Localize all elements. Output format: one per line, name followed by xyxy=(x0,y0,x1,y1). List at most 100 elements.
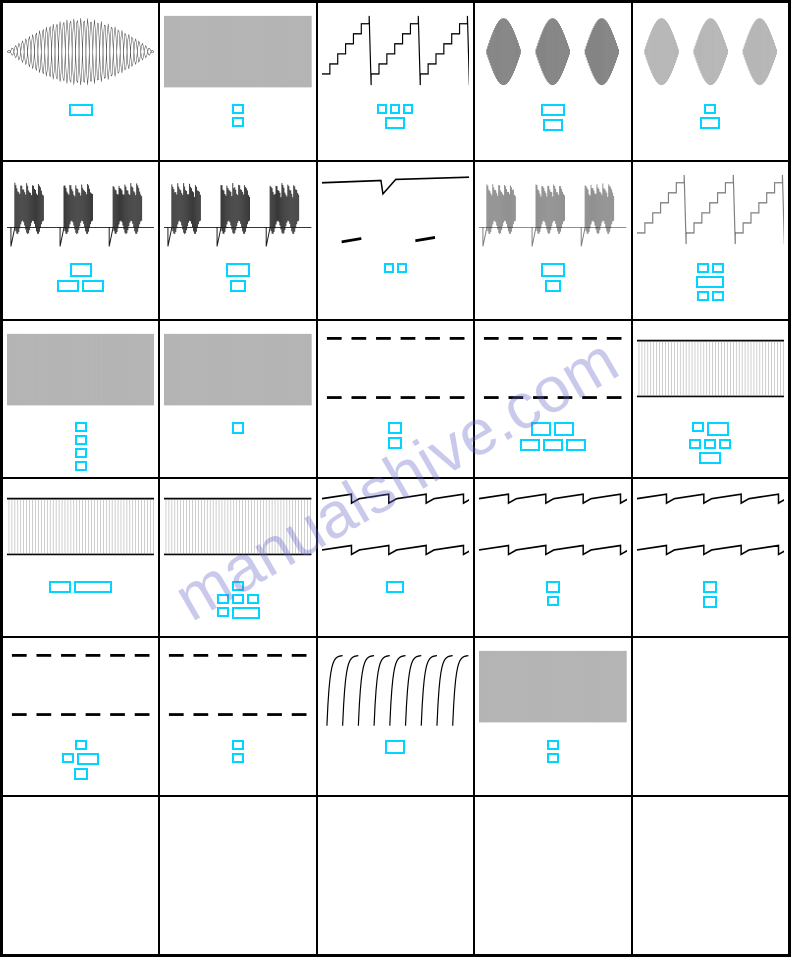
wave-area xyxy=(322,642,469,731)
box-row xyxy=(388,437,402,449)
box-row xyxy=(232,104,244,114)
box-area xyxy=(637,255,784,315)
waveform-svg xyxy=(479,483,626,572)
grid-cell xyxy=(474,796,631,955)
grid-cell xyxy=(632,2,789,161)
box-area xyxy=(479,890,626,950)
wave-area xyxy=(164,325,311,414)
selection-box xyxy=(566,439,586,451)
box-area xyxy=(637,890,784,950)
box-row xyxy=(75,448,87,458)
waveform-svg xyxy=(164,7,311,96)
box-row xyxy=(547,596,559,606)
wave-area xyxy=(637,801,784,890)
wave-area xyxy=(637,642,784,731)
box-area xyxy=(322,890,469,950)
box-row xyxy=(696,276,724,288)
grid-cell xyxy=(159,637,316,796)
waveform-svg xyxy=(164,483,311,572)
selection-box xyxy=(232,581,244,591)
selection-box xyxy=(704,104,716,114)
box-area xyxy=(479,732,626,792)
waveform-svg xyxy=(322,483,469,572)
selection-box xyxy=(545,280,561,292)
selection-box xyxy=(388,437,402,449)
box-area xyxy=(637,732,784,792)
grid-cell xyxy=(159,161,316,320)
box-area xyxy=(7,255,154,315)
selection-box xyxy=(247,594,259,604)
waveform-grid xyxy=(0,0,791,957)
selection-box xyxy=(543,119,563,131)
selection-box xyxy=(232,753,244,763)
wave-area xyxy=(7,483,154,572)
selection-box xyxy=(74,768,88,780)
selection-box xyxy=(74,581,112,593)
box-row xyxy=(49,581,112,593)
waveform-svg xyxy=(7,325,154,414)
box-row xyxy=(520,439,586,451)
grid-cell xyxy=(474,161,631,320)
selection-box xyxy=(712,263,724,273)
waveform-svg xyxy=(479,7,626,96)
wave-area xyxy=(322,325,469,414)
box-row xyxy=(697,263,724,273)
selection-box xyxy=(554,422,574,436)
selection-box xyxy=(397,263,407,273)
box-row xyxy=(385,740,405,754)
box-row xyxy=(692,422,729,436)
grid-cell xyxy=(317,161,474,320)
selection-box xyxy=(62,753,74,763)
wave-area xyxy=(7,7,154,96)
box-area xyxy=(322,96,469,156)
waveform-svg xyxy=(164,325,311,414)
waveform-svg xyxy=(322,166,469,255)
waveform-svg xyxy=(7,642,154,731)
grid-cell xyxy=(474,2,631,161)
wave-area xyxy=(479,642,626,731)
selection-box xyxy=(719,439,731,449)
waveform-svg xyxy=(637,325,784,414)
box-row xyxy=(531,422,574,436)
box-row xyxy=(232,422,244,434)
box-row xyxy=(699,452,721,464)
box-row xyxy=(388,422,402,434)
grid-cell xyxy=(2,320,159,479)
box-area xyxy=(322,255,469,315)
selection-box xyxy=(70,263,92,277)
box-area xyxy=(637,573,784,633)
wave-area xyxy=(7,642,154,731)
waveform-svg xyxy=(637,483,784,572)
box-area xyxy=(164,732,311,792)
wave-area xyxy=(479,801,626,890)
selection-box xyxy=(385,117,405,129)
grid-cell xyxy=(474,320,631,479)
box-row xyxy=(57,280,104,292)
selection-box xyxy=(49,581,71,593)
box-row xyxy=(541,263,565,277)
box-row xyxy=(226,263,250,277)
box-area xyxy=(637,414,784,474)
grid-cell xyxy=(2,478,159,637)
selection-box xyxy=(547,753,559,763)
box-area xyxy=(164,414,311,474)
selection-box xyxy=(403,104,413,114)
selection-box xyxy=(707,422,729,436)
wave-area xyxy=(322,166,469,255)
box-area xyxy=(7,732,154,792)
selection-box xyxy=(692,422,704,432)
box-area xyxy=(164,890,311,950)
box-row xyxy=(75,435,87,445)
selection-box xyxy=(232,594,244,604)
wave-area xyxy=(7,325,154,414)
grid-cell xyxy=(159,320,316,479)
box-row xyxy=(545,280,561,292)
wave-area xyxy=(479,483,626,572)
selection-box xyxy=(712,291,724,301)
waveform-svg xyxy=(637,7,784,96)
waveform-svg xyxy=(479,166,626,255)
wave-area xyxy=(637,483,784,572)
selection-box xyxy=(77,753,99,765)
box-row xyxy=(232,117,244,127)
box-row xyxy=(547,753,559,763)
